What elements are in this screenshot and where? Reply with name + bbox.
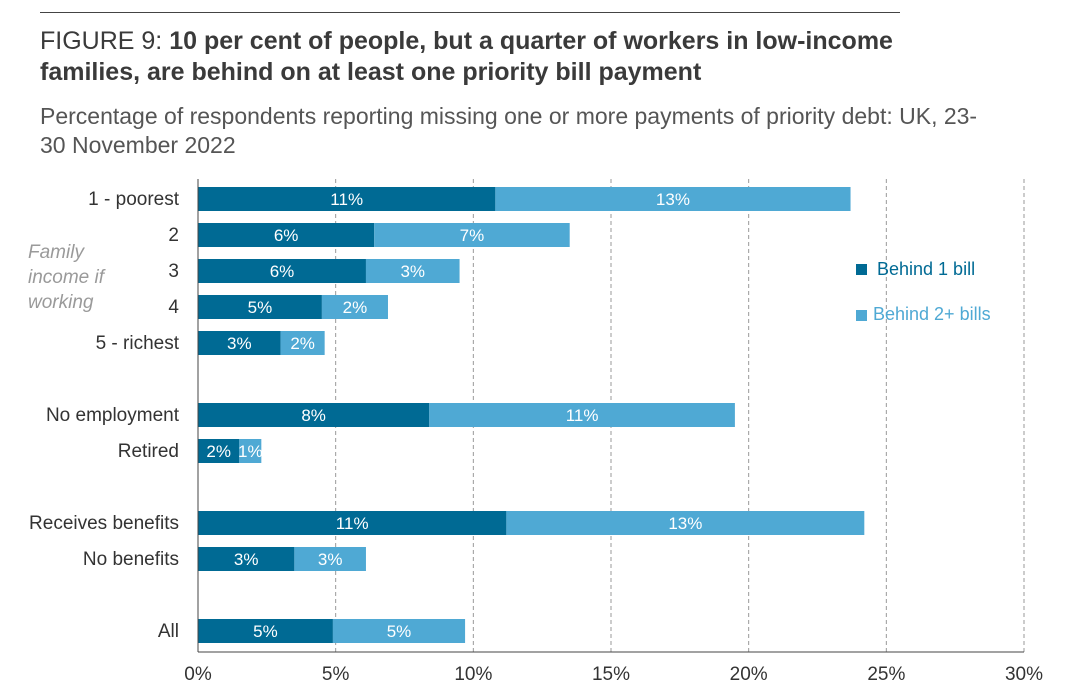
category-label: 1 - poorest <box>88 189 180 210</box>
bar-behind-2plus <box>332 619 466 643</box>
bar-data-label: 7% <box>460 226 485 245</box>
category-labels: 1 - poorest 2 3 4 5 - richest No employment Re… <box>29 189 180 642</box>
bar-behind-1 <box>198 511 507 535</box>
bar-behind-2plus <box>506 511 865 535</box>
bar-data-label: 5% <box>253 622 278 641</box>
bar-behind-2plus <box>365 259 460 283</box>
bar-data-label: 2% <box>206 442 231 461</box>
bar-data-label: 2% <box>343 298 368 317</box>
bar-data-label: 6% <box>274 226 299 245</box>
bar-behind-1 <box>198 547 295 571</box>
bar-behind-2plus <box>321 295 388 319</box>
category-label: No employment <box>46 405 180 426</box>
bar-data-label: 3% <box>400 262 425 281</box>
x-tick-label: 30% <box>1005 664 1043 685</box>
bar-behind-2plus <box>294 547 366 571</box>
category-label: Retired <box>118 441 179 462</box>
legend: Behind 1 bill Behind 2+ bills <box>856 259 991 324</box>
figure-title-text: 10 per cent of people, but a quarter of … <box>40 27 893 86</box>
category-label: 4 <box>168 297 179 318</box>
bar-data-label: 2% <box>290 334 315 353</box>
x-tick-label: 0% <box>184 664 212 685</box>
category-label: All <box>158 621 179 642</box>
category-label: 5 - richest <box>96 333 180 354</box>
category-label: 2 <box>168 225 179 246</box>
bar-data-label: 5% <box>387 622 412 641</box>
x-tick-label: 10% <box>454 664 492 685</box>
bar-behind-1 <box>198 619 333 643</box>
figure-subtitle: Percentage of respondents reporting miss… <box>40 103 978 158</box>
top-rule <box>40 12 900 13</box>
bar-behind-2plus <box>429 403 735 427</box>
bar-behind-2plus <box>280 331 325 355</box>
bar-behind-1 <box>198 331 281 355</box>
bar-data-label: 6% <box>270 262 295 281</box>
bar-data-label: 11% <box>336 514 369 533</box>
bar-data-label: 1% <box>238 442 263 461</box>
bar-behind-2plus <box>374 223 570 247</box>
bar-behind-1 <box>198 403 430 427</box>
bar-data-label: 3% <box>318 550 343 569</box>
category-label: No benefits <box>83 549 179 570</box>
legend-swatch-behind-1 <box>856 264 867 275</box>
x-tick-label: 20% <box>730 664 768 685</box>
bar-behind-1 <box>198 259 366 283</box>
bar-behind-1 <box>198 439 240 463</box>
bar-data-label: 11% <box>330 190 363 209</box>
x-tick-label: 25% <box>867 664 905 685</box>
bar-behind-1 <box>198 187 496 211</box>
bar-data-label: 13% <box>668 514 702 533</box>
category-label: Receives benefits <box>29 513 179 534</box>
grid-lines <box>335 179 1025 652</box>
bar-data-label: 11% <box>566 406 599 425</box>
bar-behind-1 <box>198 223 375 247</box>
bar-data-label: 3% <box>234 550 259 569</box>
bar-data-label: 3% <box>227 334 252 353</box>
bars: 11% 13% 6% 7% 6% 3% 5% 2% 3% 2% 8% 11% 2% 1% 11% 13% 3% 3… <box>198 187 865 643</box>
legend-label-behind-2plus: Behind 2+ bills <box>873 304 991 324</box>
legend-label-behind-1: Behind 1 bill <box>877 259 975 279</box>
bar-behind-2plus <box>495 187 851 211</box>
figure-label: FIGURE 9: <box>40 27 163 55</box>
bar-data-label: 13% <box>656 190 690 209</box>
bar-behind-1 <box>198 295 322 319</box>
figure-title: FIGURE 9: 10 per cent of people, but a q… <box>40 26 980 88</box>
category-label: 3 <box>168 261 179 282</box>
bar-data-label: 5% <box>248 298 273 317</box>
bar-behind-2plus <box>239 439 262 463</box>
x-tick-label: 5% <box>322 664 350 685</box>
bar-data-label: 8% <box>301 406 326 425</box>
x-tick-label: 15% <box>592 664 630 685</box>
legend-swatch-behind-2plus <box>856 310 867 321</box>
x-axis: 0% 5% 10% 15% 20% 25% 30% <box>184 179 1043 685</box>
group-label-family-income: Family income if working <box>28 242 105 313</box>
